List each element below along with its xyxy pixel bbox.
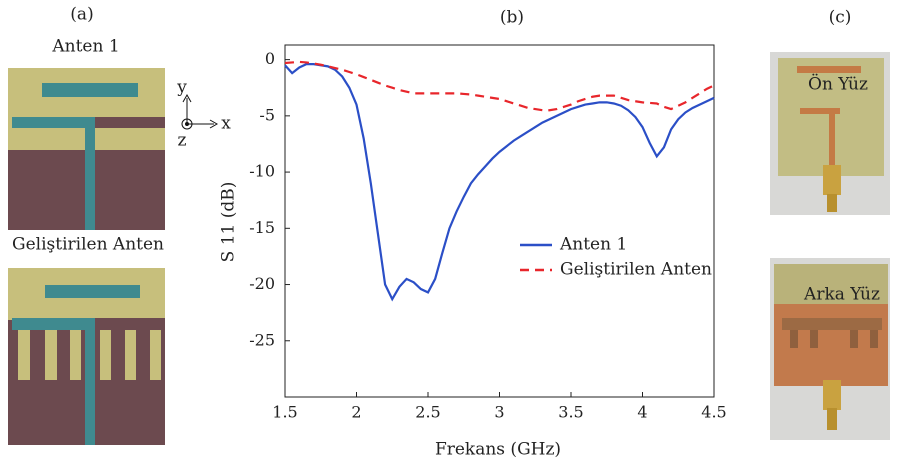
axis-glyph: z bbox=[178, 131, 187, 151]
y-tick-label: -25 bbox=[249, 330, 275, 349]
y-tick-label: -5 bbox=[259, 105, 275, 124]
panel-label: (b) bbox=[500, 8, 524, 28]
x-tick-label: 4.5 bbox=[701, 403, 726, 422]
x-tick-label: 2 bbox=[351, 403, 361, 422]
y-axis-label: S 11 (dB) bbox=[219, 182, 239, 263]
x-tick-label: 4 bbox=[637, 403, 647, 422]
x-tick-label: 1.5 bbox=[272, 403, 297, 422]
axis-glyph: x bbox=[221, 114, 231, 134]
x-axis-label: Frekans (GHz) bbox=[435, 440, 561, 460]
series-line bbox=[284, 60, 715, 112]
antenna-title: Geliştirilen Anten bbox=[12, 235, 164, 255]
panel-label: (c) bbox=[829, 8, 852, 28]
y-tick-label: -15 bbox=[249, 218, 275, 237]
legend-label: Geliştirilen Anten bbox=[560, 260, 712, 280]
x-tick-label: 3.5 bbox=[558, 403, 583, 422]
photo-back bbox=[770, 258, 890, 440]
series-line bbox=[284, 63, 715, 302]
axis-glyph: y bbox=[176, 78, 187, 98]
antenna-title: Anten 1 bbox=[51, 37, 119, 57]
x-tick-label: 2.5 bbox=[415, 403, 440, 422]
photo-front bbox=[770, 52, 890, 215]
antenna-1-drawing bbox=[8, 68, 165, 230]
y-tick-label: -20 bbox=[249, 274, 275, 293]
coordinate-axes bbox=[181, 93, 219, 130]
y-tick-label: -10 bbox=[249, 162, 275, 181]
photo-label: Arka Yüz bbox=[803, 285, 880, 305]
panel-label: (a) bbox=[70, 5, 93, 25]
y-tick-label: 0 bbox=[265, 49, 275, 68]
legend-label: Anten 1 bbox=[559, 235, 627, 255]
photo-label: Ön Yüz bbox=[808, 74, 868, 95]
plot-frame bbox=[284, 44, 715, 398]
antenna-2-drawing bbox=[8, 268, 165, 445]
x-tick-label: 3 bbox=[494, 403, 504, 422]
